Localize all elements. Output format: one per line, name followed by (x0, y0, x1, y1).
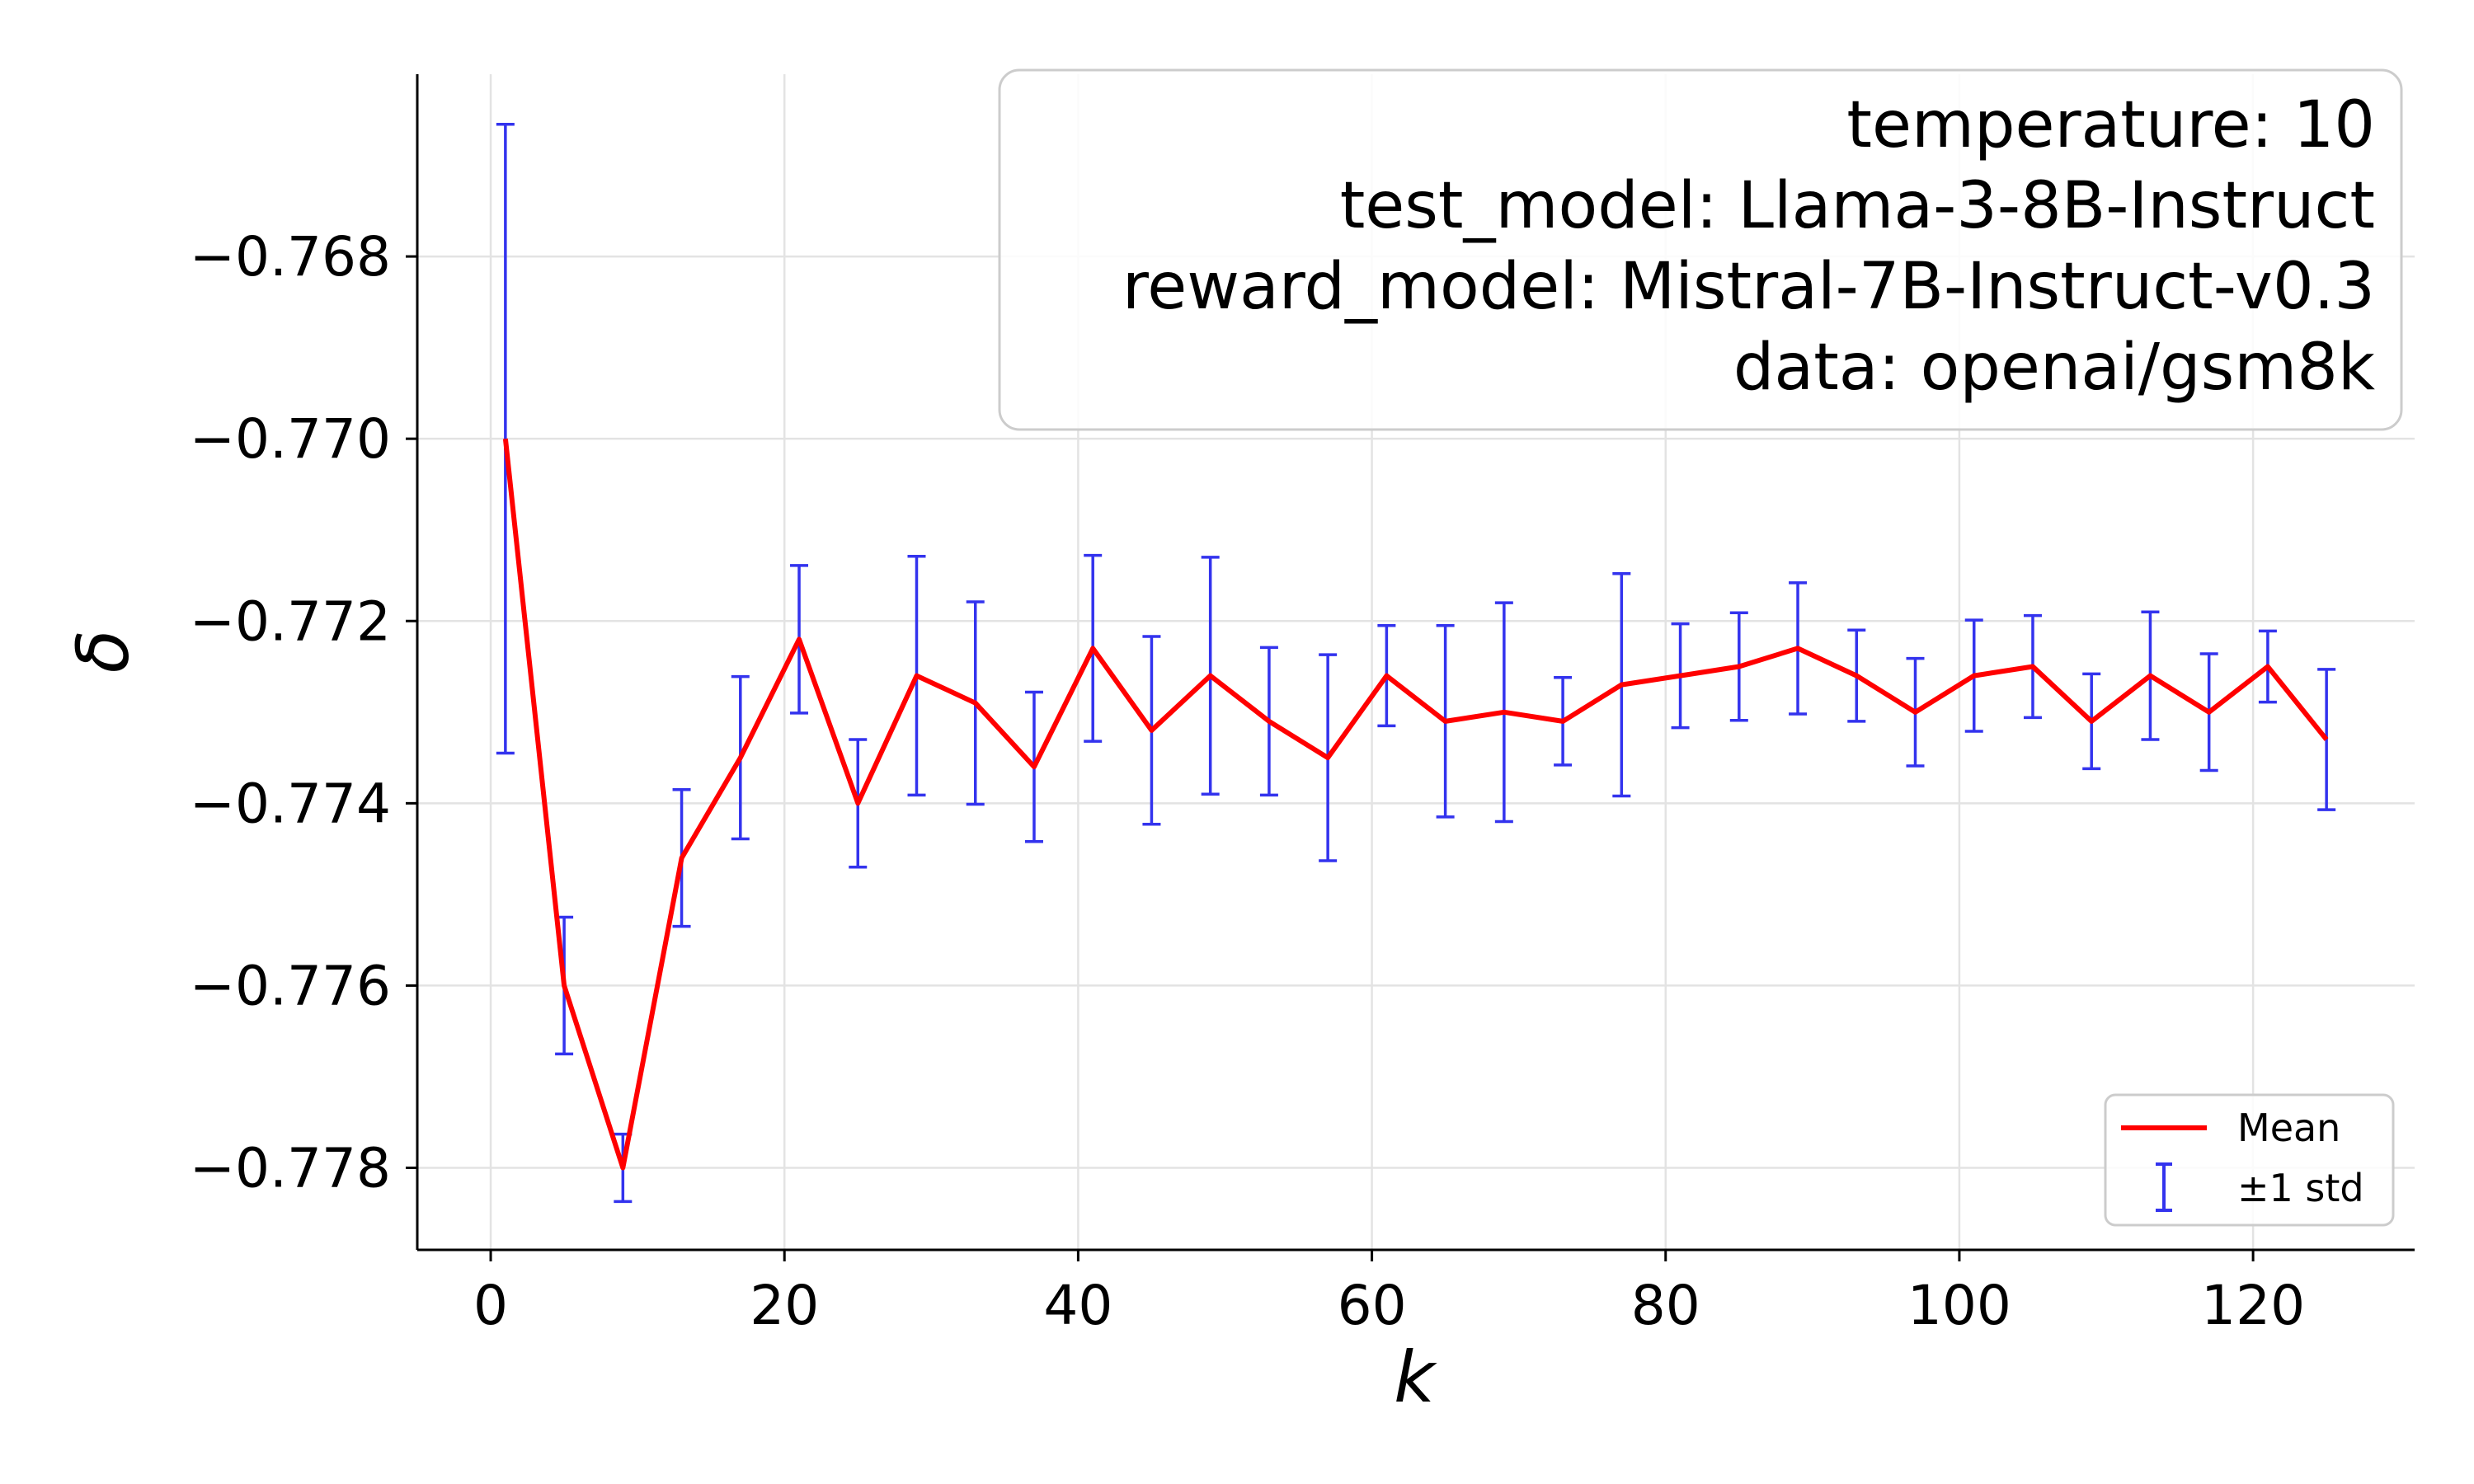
legend: Mean ±1 std (2104, 1093, 2395, 1227)
x-tick-label: 20 (750, 1274, 819, 1337)
error-bar (496, 123, 515, 755)
x-tick-label: 100 (1907, 1274, 2011, 1337)
x-tick-label: 80 (1631, 1274, 1700, 1337)
axes (406, 74, 2415, 1261)
error-bars (496, 123, 2336, 1204)
legend-mean-label: Mean (2237, 1106, 2340, 1150)
y-axis-label: δ (63, 630, 145, 674)
legend-std-label: ±1 std (2237, 1166, 2364, 1210)
y-tick-label: −0.768 (190, 225, 391, 289)
legend-std-swatch (2156, 1162, 2172, 1212)
y-tick-label: −0.770 (190, 407, 391, 471)
y-tick-label: −0.772 (190, 589, 391, 653)
y-tick-label: −0.778 (190, 1137, 391, 1200)
tick-labels: 0 20 40 60 80 100 120 −0.768 −0.770 −0.772 −0.774 −… (190, 225, 2305, 1337)
x-tick-label: 40 (1043, 1274, 1112, 1337)
mean-line (502, 438, 2329, 1171)
x-tick-label: 120 (2201, 1274, 2305, 1337)
info-line-reward-model: reward_model: Mistral-7B-Instruct-v0.3 (1122, 250, 2375, 324)
info-line-test-model: test_model: Llama-3-8B-Instruct (1340, 169, 2375, 243)
info-line-temperature: temperature: 10 (1846, 88, 2375, 162)
x-axis-label: k (1394, 1336, 1437, 1419)
x-tick-label: 0 (473, 1274, 508, 1337)
y-tick-label: −0.776 (190, 954, 391, 1017)
y-tick-label: −0.774 (190, 772, 391, 835)
info-line-data: data: openai/gsm8k (1733, 331, 2375, 405)
info-box-frame (998, 68, 2403, 431)
mean-series (502, 438, 2329, 1171)
info-box: temperature: 10 test_model: Llama-3-8B-I… (998, 68, 2403, 431)
x-tick-label: 60 (1338, 1274, 1407, 1337)
